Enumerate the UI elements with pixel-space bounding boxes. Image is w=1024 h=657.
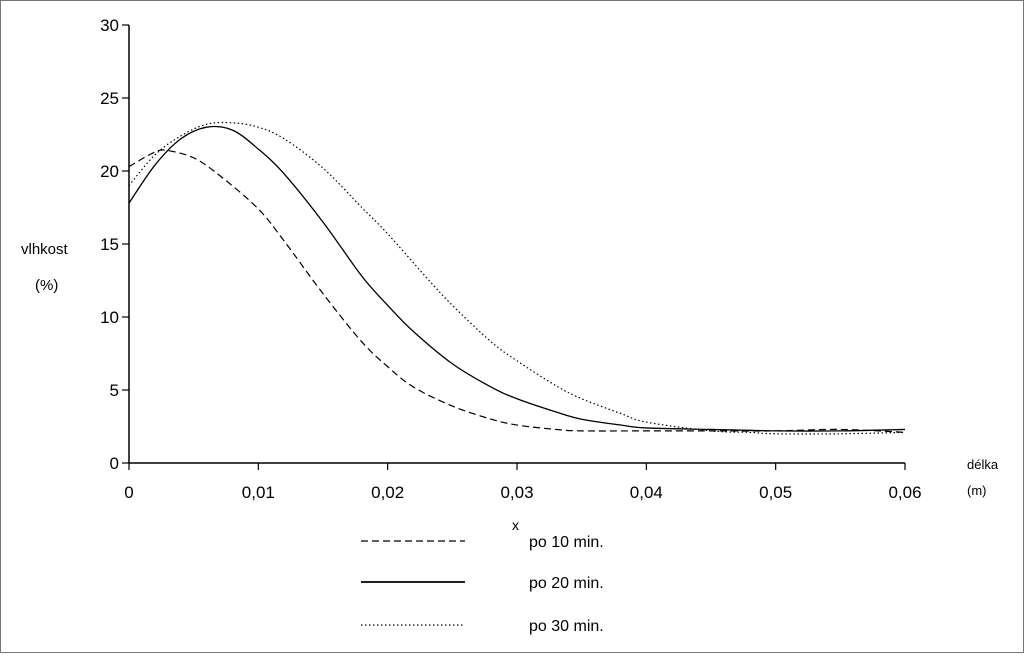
legend-label: po 20 min. xyxy=(529,575,604,592)
y-tick-label: 20 xyxy=(100,162,119,181)
series-line-2 xyxy=(128,125,906,432)
y-tick-label: 25 xyxy=(100,89,119,108)
y-tick-label: 5 xyxy=(110,381,119,400)
y-axis-label: vlhkost xyxy=(21,241,69,258)
y-tick-label: 15 xyxy=(100,235,119,254)
x-ticks: 0 0,01 0,02 0,03 0,04 0,05 0,06 xyxy=(124,463,922,502)
y-ticks: 0 5 10 15 20 25 30 xyxy=(100,16,129,473)
series-line-3 xyxy=(128,121,906,435)
axes xyxy=(128,25,905,464)
y-axis-unit: (%) xyxy=(35,277,58,294)
y-tick-label: 10 xyxy=(100,308,119,327)
x-symbol: x xyxy=(512,517,519,533)
x-tick-label: 0,05 xyxy=(759,483,792,502)
series-layer xyxy=(128,121,906,435)
x-tick-label: 0,06 xyxy=(888,483,921,502)
legend-label: po 10 min. xyxy=(529,534,604,551)
y-tick-label: 0 xyxy=(110,454,119,473)
legend-label: po 30 min. xyxy=(529,618,604,635)
x-axis-unit: (m) xyxy=(967,483,987,498)
x-tick-label: 0,02 xyxy=(371,483,404,502)
y-tick-label: 30 xyxy=(100,16,119,35)
x-tick-label: 0,01 xyxy=(242,483,275,502)
x-axis-label: délka xyxy=(967,457,999,472)
legend: po 10 min. po 20 min. po 30 min. xyxy=(361,534,604,635)
x-tick-label: 0,03 xyxy=(500,483,533,502)
x-tick-label: 0,04 xyxy=(630,483,663,502)
x-tick-label: 0 xyxy=(124,483,133,502)
series-line-1 xyxy=(128,149,906,433)
